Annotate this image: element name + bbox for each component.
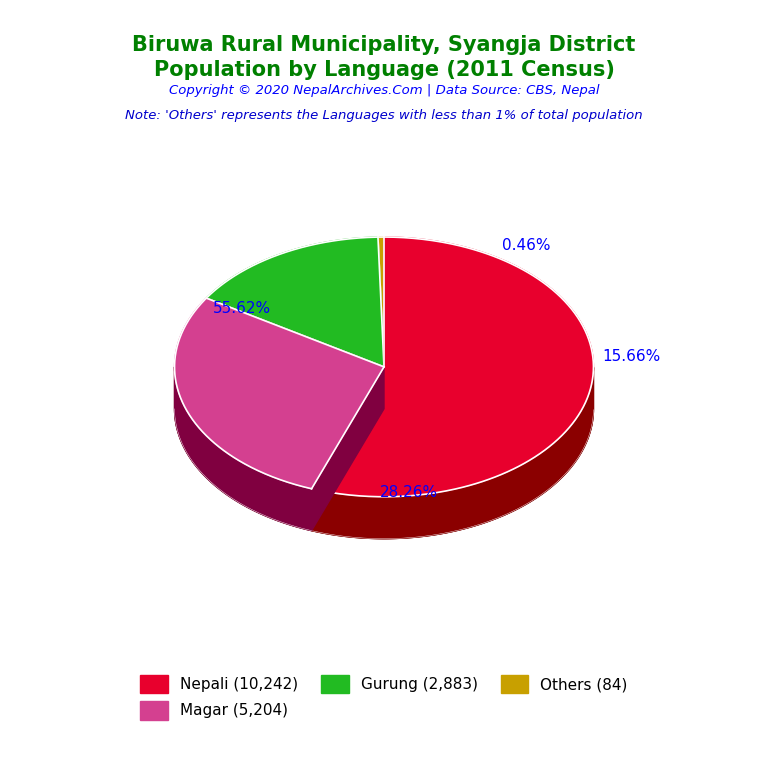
Polygon shape	[312, 368, 594, 538]
Text: 0.46%: 0.46%	[502, 238, 551, 253]
Polygon shape	[378, 237, 384, 367]
Text: Note: 'Others' represents the Languages with less than 1% of total population: Note: 'Others' represents the Languages …	[125, 109, 643, 122]
Text: 55.62%: 55.62%	[213, 301, 270, 316]
Text: 15.66%: 15.66%	[602, 349, 660, 364]
Polygon shape	[174, 298, 384, 488]
Polygon shape	[312, 367, 384, 531]
Polygon shape	[312, 367, 384, 531]
Polygon shape	[312, 237, 594, 497]
Text: Biruwa Rural Municipality, Syangja District: Biruwa Rural Municipality, Syangja Distr…	[132, 35, 636, 55]
Text: 28.26%: 28.26%	[380, 485, 439, 500]
Polygon shape	[174, 367, 594, 538]
Text: Population by Language (2011 Census): Population by Language (2011 Census)	[154, 60, 614, 80]
Text: Copyright © 2020 NepalArchives.Com | Data Source: CBS, Nepal: Copyright © 2020 NepalArchives.Com | Dat…	[169, 84, 599, 98]
Polygon shape	[174, 367, 312, 531]
Legend: Nepali (10,242), Magar (5,204), Gurung (2,883), Others (84): Nepali (10,242), Magar (5,204), Gurung (…	[134, 669, 634, 726]
Polygon shape	[207, 237, 384, 367]
